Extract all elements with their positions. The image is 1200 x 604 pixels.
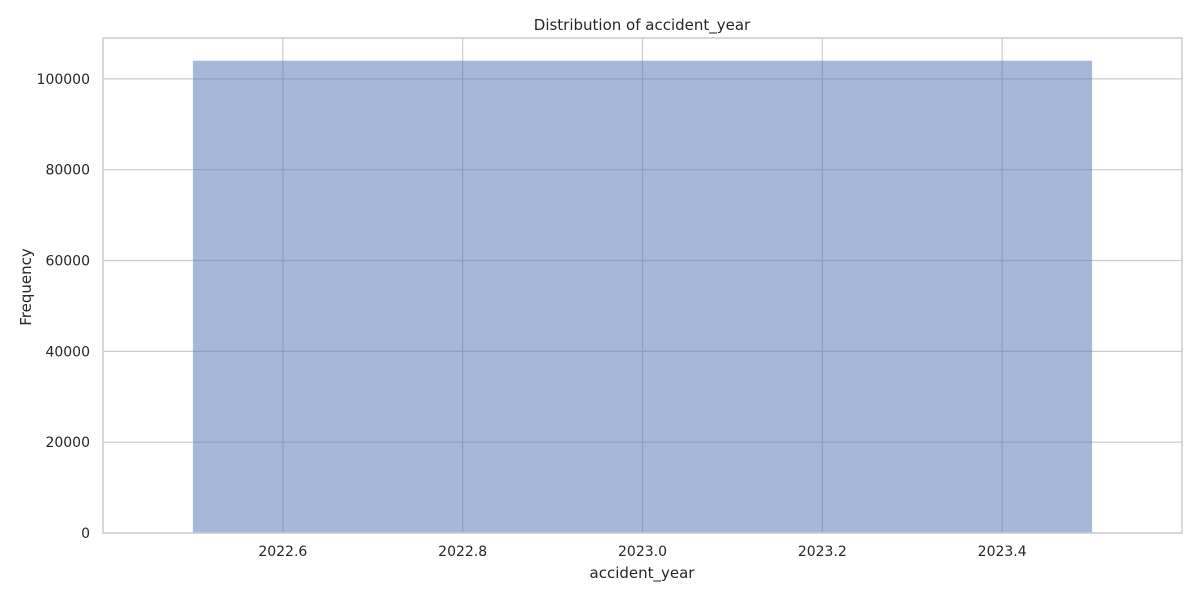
x-tick-label: 2022.6 xyxy=(258,544,307,560)
x-tick-label: 2022.8 xyxy=(438,544,487,560)
x-tick-labels: 2022.6 2022.8 2023.0 2023.2 2023.4 xyxy=(258,544,1026,560)
y-tick-label: 40000 xyxy=(45,344,90,360)
bars xyxy=(192,60,1093,533)
y-tick-label: 60000 xyxy=(45,254,90,270)
axes-frame xyxy=(102,37,1183,534)
chart-title: Distribution of accident_year xyxy=(534,16,751,35)
x-tick-label: 2023.4 xyxy=(978,544,1027,560)
x-axis-label: accident_year xyxy=(590,564,696,583)
plot-frame xyxy=(102,37,1183,534)
x-tick-label: 2023.2 xyxy=(798,544,847,560)
y-tick-label: 100000 xyxy=(37,72,90,88)
y-tick-label: 0 xyxy=(81,526,90,542)
y-tick-labels: 0 20000 40000 60000 80000 100000 xyxy=(37,72,90,542)
x-tick-label: 2023.0 xyxy=(618,544,667,560)
histogram-bar xyxy=(192,60,1093,533)
y-tick-label: 20000 xyxy=(45,435,90,451)
y-axis-label: Frequency xyxy=(17,248,35,326)
y-tick-label: 80000 xyxy=(45,163,90,179)
